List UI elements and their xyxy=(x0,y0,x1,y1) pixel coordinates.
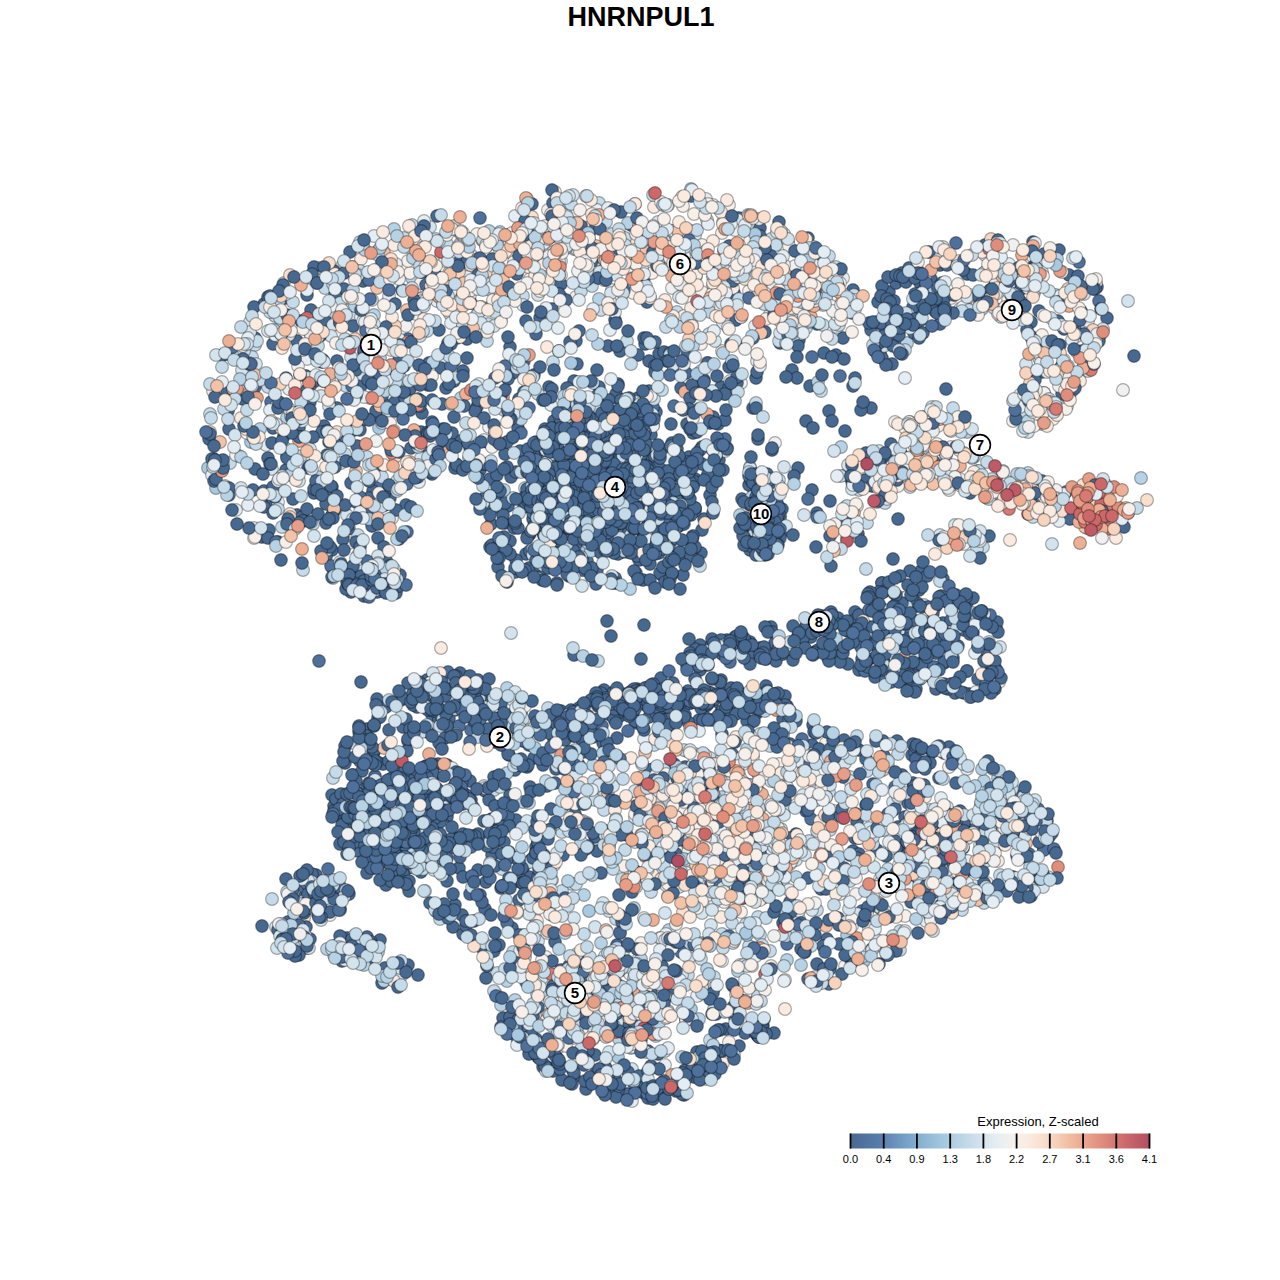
svg-text:7: 7 xyxy=(976,436,984,453)
svg-text:10: 10 xyxy=(753,505,770,522)
svg-text:8: 8 xyxy=(815,613,823,630)
svg-text:3: 3 xyxy=(885,874,893,891)
svg-text:4: 4 xyxy=(611,478,620,495)
svg-text:2.7: 2.7 xyxy=(1042,1153,1057,1165)
svg-text:Expression, Z-scaled: Expression, Z-scaled xyxy=(977,1114,1098,1129)
svg-text:0.9: 0.9 xyxy=(909,1153,924,1165)
svg-text:3.6: 3.6 xyxy=(1109,1153,1124,1165)
svg-text:0.0: 0.0 xyxy=(843,1153,858,1165)
svg-text:4.1: 4.1 xyxy=(1142,1153,1157,1165)
svg-text:6: 6 xyxy=(676,255,684,272)
svg-text:5: 5 xyxy=(571,984,579,1001)
svg-text:1.3: 1.3 xyxy=(943,1153,958,1165)
svg-text:1: 1 xyxy=(367,336,375,353)
svg-text:0.4: 0.4 xyxy=(876,1153,891,1165)
svg-text:2: 2 xyxy=(496,728,504,745)
svg-text:1.8: 1.8 xyxy=(976,1153,991,1165)
svg-text:2.2: 2.2 xyxy=(1009,1153,1024,1165)
svg-text:3.1: 3.1 xyxy=(1075,1153,1090,1165)
svg-text:HNRNPUL1: HNRNPUL1 xyxy=(567,2,714,32)
svg-text:9: 9 xyxy=(1008,301,1016,318)
